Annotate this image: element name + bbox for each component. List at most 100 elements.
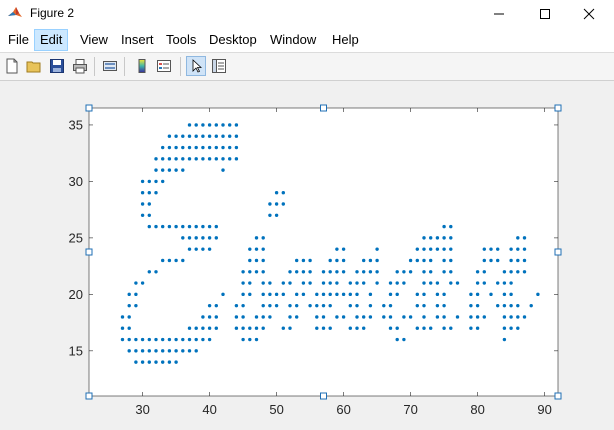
menu-view[interactable]: View bbox=[75, 30, 113, 50]
figure-canvas[interactable]: 30 40 50 60 70 80 90 15 20 25 30 35 bbox=[0, 81, 614, 430]
data-point bbox=[207, 134, 212, 138]
data-point bbox=[261, 315, 265, 319]
close-button[interactable] bbox=[566, 0, 612, 28]
data-point bbox=[127, 303, 131, 308]
menu-desktop[interactable]: Desktop bbox=[204, 30, 262, 50]
data-point bbox=[161, 337, 165, 342]
data-point bbox=[167, 258, 172, 263]
matlab-logo-icon bbox=[8, 7, 22, 17]
data-point bbox=[201, 337, 205, 342]
data-point bbox=[248, 270, 252, 274]
data-point bbox=[295, 292, 299, 297]
selection-handle[interactable] bbox=[554, 248, 562, 256]
data-point bbox=[167, 145, 172, 150]
data-point bbox=[254, 236, 259, 240]
maximize-button[interactable] bbox=[522, 0, 568, 28]
data-point bbox=[516, 247, 520, 251]
insert-legend-button[interactable] bbox=[154, 56, 174, 76]
menu-edit[interactable]: Edit bbox=[34, 29, 69, 51]
new-figure-button[interactable] bbox=[2, 56, 22, 76]
data-point bbox=[134, 360, 138, 364]
data-point bbox=[496, 303, 500, 308]
data-point bbox=[268, 281, 272, 285]
data-point bbox=[489, 247, 493, 251]
data-point bbox=[187, 247, 192, 251]
data-point bbox=[181, 157, 185, 161]
data-point bbox=[274, 292, 279, 297]
menu-view-label: View bbox=[80, 32, 108, 47]
data-point bbox=[408, 315, 413, 319]
data-point bbox=[234, 157, 239, 161]
data-point bbox=[368, 292, 373, 297]
data-point bbox=[207, 157, 212, 161]
scatter-plot[interactable]: 30 40 50 60 70 80 90 15 20 25 30 35 bbox=[0, 81, 614, 430]
selection-handle[interactable] bbox=[320, 392, 327, 400]
data-point bbox=[415, 258, 419, 263]
data-point bbox=[489, 292, 493, 297]
data-point bbox=[194, 123, 198, 127]
data-point bbox=[201, 247, 205, 251]
menu-help[interactable]: Help bbox=[327, 30, 364, 50]
data-point bbox=[422, 326, 426, 330]
data-point bbox=[147, 202, 151, 206]
data-point bbox=[429, 247, 433, 251]
edit-plot-button[interactable] bbox=[186, 56, 206, 76]
data-point bbox=[268, 315, 272, 319]
maximize-icon bbox=[540, 9, 550, 19]
property-inspector-button[interactable] bbox=[209, 56, 229, 76]
selection-handle[interactable] bbox=[85, 392, 93, 400]
data-point bbox=[321, 281, 326, 285]
selection-handle[interactable] bbox=[320, 104, 327, 112]
data-point bbox=[154, 179, 158, 184]
data-point bbox=[315, 292, 319, 297]
data-point bbox=[475, 303, 480, 308]
data-point bbox=[221, 134, 225, 138]
menu-insert[interactable]: Insert bbox=[116, 30, 159, 50]
menu-window[interactable]: Window bbox=[265, 30, 321, 50]
data-point bbox=[335, 281, 339, 285]
data-point bbox=[482, 247, 486, 251]
data-point bbox=[408, 258, 413, 263]
data-point bbox=[429, 326, 433, 330]
data-point bbox=[395, 337, 399, 342]
minimize-button[interactable] bbox=[476, 0, 522, 28]
selection-handle[interactable] bbox=[554, 104, 562, 112]
data-point bbox=[502, 303, 507, 308]
axes-box bbox=[88, 107, 559, 397]
link-plot-button[interactable] bbox=[100, 56, 120, 76]
x-tick-label: 30 bbox=[135, 402, 149, 417]
data-point bbox=[154, 191, 158, 195]
data-point bbox=[234, 123, 239, 127]
data-point bbox=[288, 303, 292, 308]
data-point bbox=[422, 258, 426, 263]
data-point bbox=[194, 145, 198, 150]
data-point bbox=[449, 326, 453, 330]
edit-plot-arrow-icon bbox=[192, 59, 203, 73]
data-point bbox=[140, 360, 145, 364]
insert-colorbar-button[interactable] bbox=[132, 56, 152, 76]
data-point bbox=[415, 292, 419, 297]
data-point bbox=[281, 191, 285, 195]
open-file-button[interactable] bbox=[24, 56, 44, 76]
data-point bbox=[261, 303, 265, 308]
selection-handle[interactable] bbox=[554, 392, 562, 400]
selection-handle[interactable] bbox=[85, 248, 93, 256]
data-point bbox=[509, 326, 513, 330]
selection-handle[interactable] bbox=[85, 104, 93, 112]
colorbar-icon bbox=[138, 59, 146, 73]
data-point bbox=[174, 145, 178, 150]
menu-file[interactable]: File bbox=[3, 30, 34, 50]
data-point bbox=[368, 303, 373, 308]
data-point bbox=[301, 270, 306, 274]
data-point bbox=[134, 303, 138, 308]
save-button[interactable] bbox=[47, 56, 67, 76]
data-point bbox=[147, 191, 151, 195]
data-point bbox=[201, 134, 205, 138]
print-button[interactable] bbox=[70, 56, 90, 76]
data-point bbox=[429, 236, 433, 240]
data-point bbox=[167, 349, 172, 353]
menu-tools[interactable]: Tools bbox=[161, 30, 201, 50]
data-point bbox=[120, 326, 125, 330]
data-point bbox=[281, 292, 285, 297]
y-tick-label: 35 bbox=[69, 117, 83, 132]
